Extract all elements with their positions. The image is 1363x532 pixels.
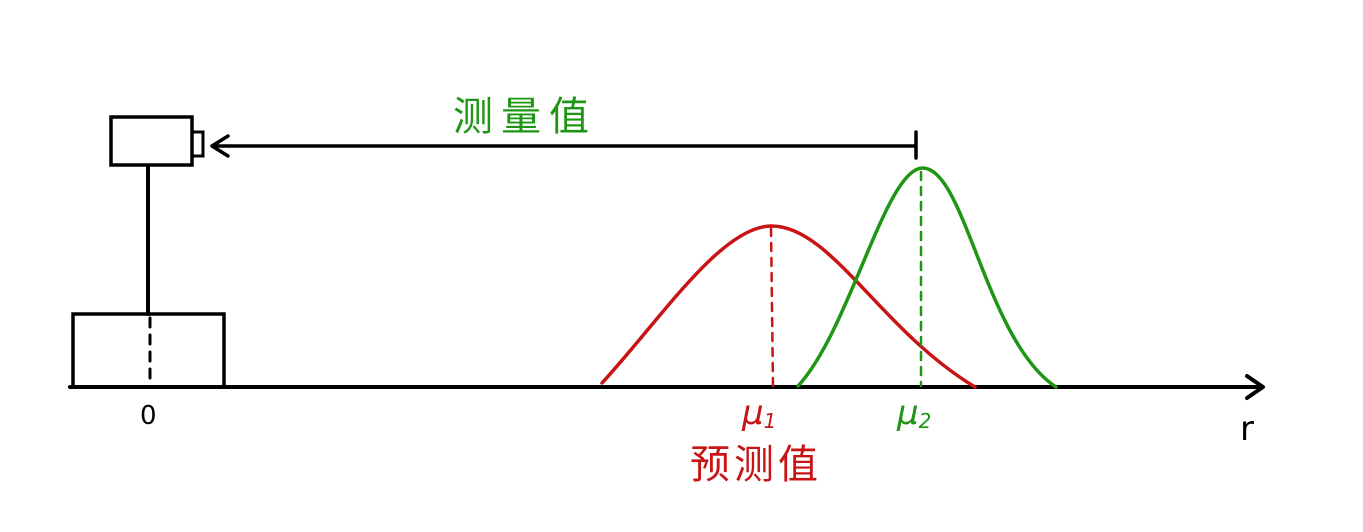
axis-label-r: r bbox=[1240, 409, 1254, 449]
prediction-mean-dash bbox=[769, 226, 775, 388]
mu2-subscript: 2 bbox=[919, 409, 932, 433]
prediction-label: 预测值 bbox=[690, 442, 822, 488]
camera-sensor-body bbox=[109, 115, 194, 167]
mu2-symbol: μ bbox=[896, 393, 919, 433]
r-axis-arrowhead bbox=[1245, 374, 1265, 400]
mu1-label: μ1 bbox=[741, 393, 776, 433]
mu2-label: μ2 bbox=[896, 393, 931, 433]
mu1-subscript: 1 bbox=[764, 409, 777, 433]
measurement-label: 测量值 bbox=[453, 94, 597, 140]
measurement-gaussian-curve bbox=[796, 166, 1058, 389]
mu1-symbol: μ bbox=[741, 393, 764, 433]
origin-label: 0 bbox=[140, 401, 157, 431]
measurement-arrow-head bbox=[210, 134, 230, 158]
camera-sensor-lens bbox=[190, 130, 205, 158]
prediction-gaussian-curve bbox=[600, 224, 977, 389]
